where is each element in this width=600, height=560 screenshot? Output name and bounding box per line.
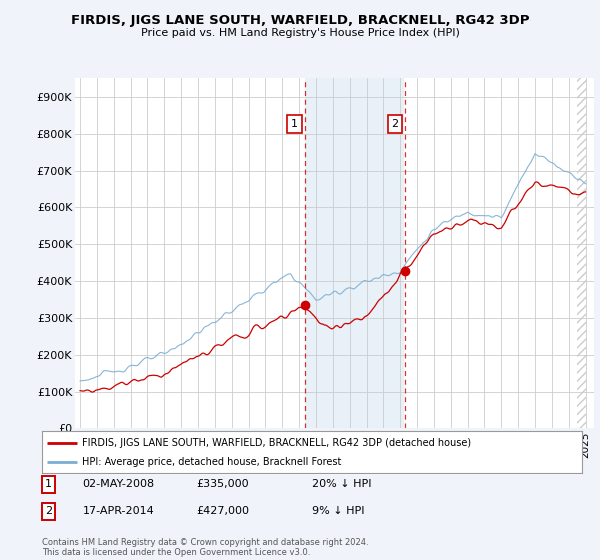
- Text: Contains HM Land Registry data © Crown copyright and database right 2024.
This d: Contains HM Land Registry data © Crown c…: [42, 538, 368, 557]
- Text: £427,000: £427,000: [196, 506, 249, 516]
- Text: 1: 1: [45, 479, 52, 489]
- Text: 17-APR-2014: 17-APR-2014: [83, 506, 154, 516]
- Text: FIRDIS, JIGS LANE SOUTH, WARFIELD, BRACKNELL, RG42 3DP (detached house): FIRDIS, JIGS LANE SOUTH, WARFIELD, BRACK…: [83, 437, 472, 447]
- Text: 20% ↓ HPI: 20% ↓ HPI: [312, 479, 371, 489]
- Text: Price paid vs. HM Land Registry's House Price Index (HPI): Price paid vs. HM Land Registry's House …: [140, 28, 460, 38]
- Text: FIRDIS, JIGS LANE SOUTH, WARFIELD, BRACKNELL, RG42 3DP: FIRDIS, JIGS LANE SOUTH, WARFIELD, BRACK…: [71, 14, 529, 27]
- Text: 1: 1: [291, 119, 298, 129]
- Text: £335,000: £335,000: [196, 479, 248, 489]
- Text: 2: 2: [391, 119, 398, 129]
- Text: 9% ↓ HPI: 9% ↓ HPI: [312, 506, 365, 516]
- Text: 02-MAY-2008: 02-MAY-2008: [83, 479, 155, 489]
- Text: HPI: Average price, detached house, Bracknell Forest: HPI: Average price, detached house, Brac…: [83, 457, 342, 467]
- Text: 2: 2: [45, 506, 52, 516]
